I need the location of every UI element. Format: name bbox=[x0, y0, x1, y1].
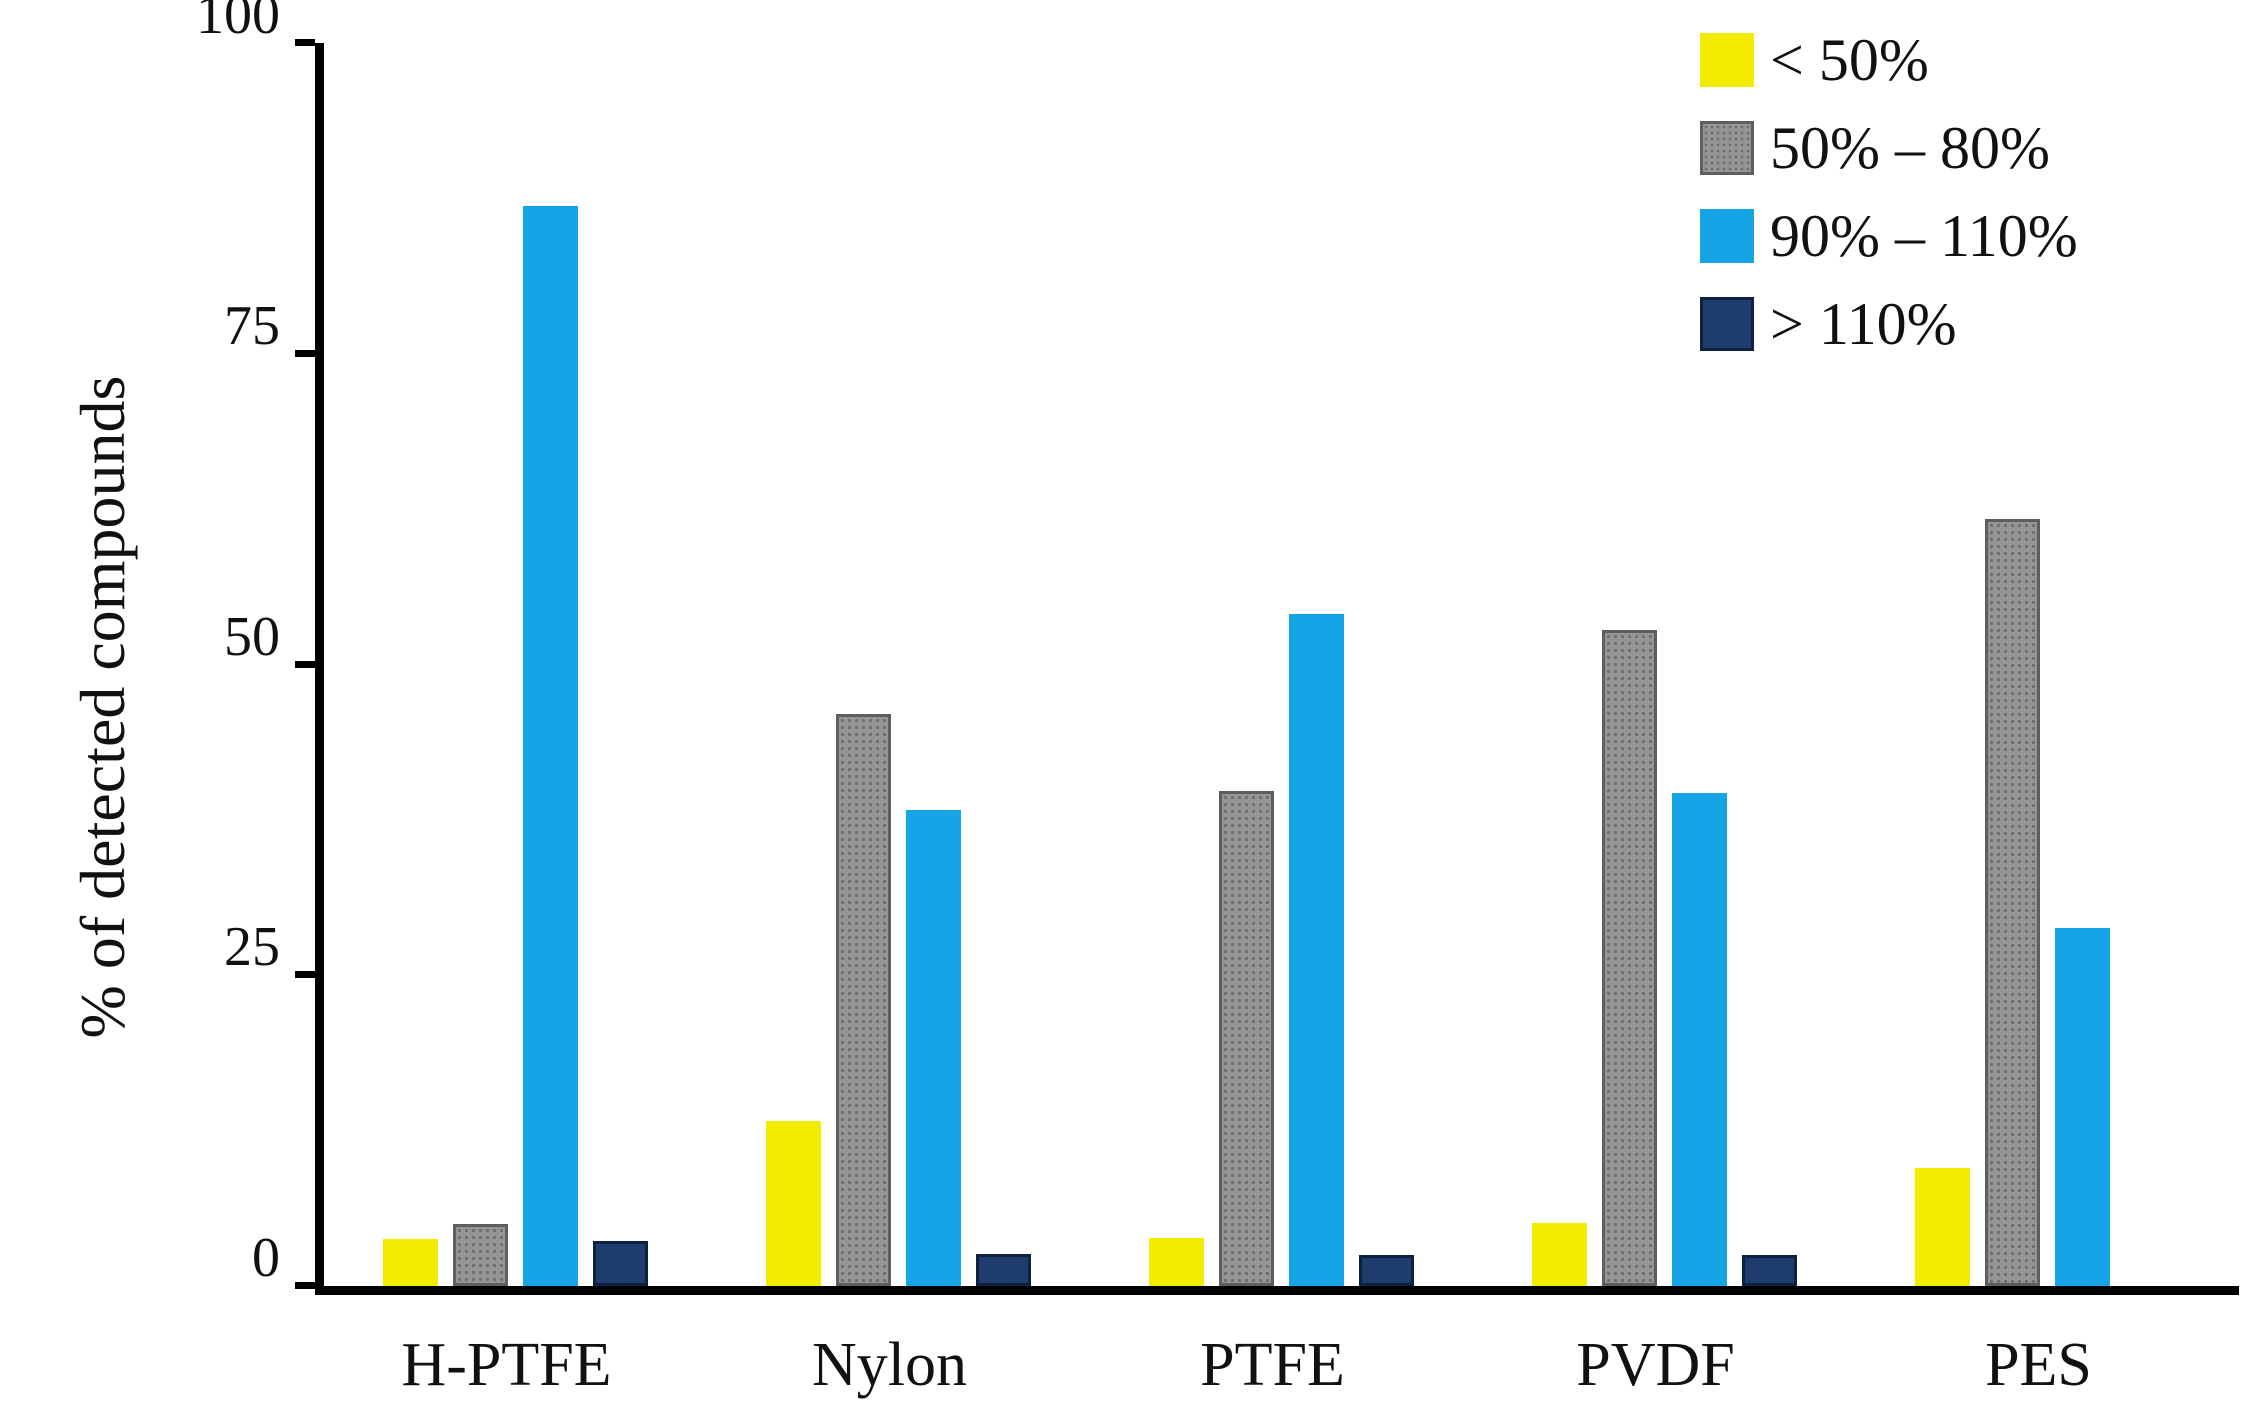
bar-pvdf-110 bbox=[1742, 1254, 1797, 1286]
x-label-ptfe: PTFE bbox=[1200, 1331, 1345, 1399]
legend-label-50: < 50% bbox=[1770, 27, 1929, 93]
plot-area: 0 25 50 75 100 bbox=[196, 0, 2239, 1295]
bar-group-h-ptfe bbox=[324, 43, 707, 1286]
bar-pvdf-90-110 bbox=[1672, 792, 1727, 1286]
x-label-pvdf: PVDF bbox=[1576, 1331, 1735, 1399]
bar-nylon-50-80 bbox=[836, 714, 891, 1286]
legend-item-50-80: 50% – 80% bbox=[1700, 116, 2078, 180]
bar-group-pvdf bbox=[1473, 43, 1856, 1286]
y-tick-50 bbox=[295, 660, 315, 668]
bar-nylon-50 bbox=[766, 1120, 821, 1286]
legend-swatch-50-80 bbox=[1700, 121, 1754, 175]
legend-item-50: < 50% bbox=[1700, 28, 2078, 92]
bar-h-ptfe-50 bbox=[383, 1238, 438, 1286]
x-label-nylon: Nylon bbox=[812, 1331, 967, 1399]
bars-layer bbox=[324, 43, 2239, 1286]
y-tick-label-25: 25 bbox=[224, 916, 280, 979]
legend-label-50-80: 50% – 80% bbox=[1770, 115, 2050, 181]
legend-item-90-110: 90% – 110% bbox=[1700, 204, 2078, 268]
y-tick-label-100: 100 bbox=[196, 0, 280, 46]
legend-swatch-90-110 bbox=[1700, 209, 1754, 263]
bar-pvdf-50-80 bbox=[1602, 629, 1657, 1286]
legend-label-110: > 110% bbox=[1770, 291, 1957, 357]
bar-ptfe-110 bbox=[1359, 1254, 1414, 1286]
bar-ptfe-90-110 bbox=[1289, 613, 1344, 1286]
legend-label-90-110: 90% – 110% bbox=[1770, 203, 2078, 269]
x-axis-labels: H-PTFE Nylon PTFE PVDF PES bbox=[315, 1330, 2230, 1401]
legend-item-110: > 110% bbox=[1700, 292, 2078, 356]
y-tick-label-50: 50 bbox=[224, 605, 280, 668]
bar-h-ptfe-110 bbox=[593, 1241, 648, 1286]
legend-swatch-110 bbox=[1700, 297, 1754, 351]
bar-h-ptfe-90-110 bbox=[523, 205, 578, 1286]
bar-nylon-90-110 bbox=[906, 809, 961, 1286]
y-tick-label-0: 0 bbox=[252, 1227, 280, 1289]
bar-group-pes bbox=[1856, 43, 2239, 1286]
x-label-h-ptfe: H-PTFE bbox=[401, 1331, 612, 1399]
y-tick-100 bbox=[295, 39, 315, 46]
y-tick-0 bbox=[295, 1282, 315, 1289]
bar-h-ptfe-50-80 bbox=[453, 1223, 508, 1286]
bar-pvdf-50 bbox=[1532, 1222, 1587, 1286]
bar-ptfe-50 bbox=[1149, 1237, 1204, 1286]
bar-pes-90-110 bbox=[2055, 928, 2110, 1286]
y-tick-25 bbox=[295, 971, 315, 979]
bar-ptfe-50-80 bbox=[1219, 791, 1274, 1286]
bar-pes-50-80 bbox=[1985, 519, 2040, 1286]
bar-group-nylon bbox=[707, 43, 1090, 1286]
bar-nylon-110 bbox=[976, 1253, 1031, 1286]
y-tick-label-75: 75 bbox=[224, 294, 280, 357]
x-label-pes: PES bbox=[1985, 1331, 2092, 1399]
legend-swatch-50 bbox=[1700, 33, 1754, 87]
y-axis-title: % of detected compounds bbox=[67, 375, 138, 1039]
bar-group-ptfe bbox=[1090, 43, 1473, 1286]
legend: < 50% 50% – 80% 90% – 110% > 110% bbox=[1700, 28, 2078, 356]
bar-pes-50 bbox=[1915, 1167, 1970, 1286]
y-tick-75 bbox=[295, 349, 315, 357]
